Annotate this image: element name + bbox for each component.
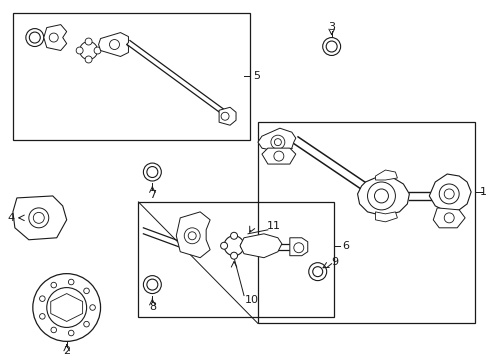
Circle shape bbox=[224, 236, 244, 256]
Circle shape bbox=[146, 167, 158, 177]
Circle shape bbox=[308, 263, 326, 280]
Circle shape bbox=[33, 274, 101, 341]
Circle shape bbox=[33, 212, 44, 223]
Circle shape bbox=[273, 151, 283, 161]
Polygon shape bbox=[432, 208, 464, 228]
Circle shape bbox=[367, 182, 395, 210]
Circle shape bbox=[29, 32, 40, 43]
Text: 5: 5 bbox=[252, 71, 260, 81]
Circle shape bbox=[438, 184, 458, 204]
Polygon shape bbox=[357, 176, 408, 216]
Polygon shape bbox=[258, 128, 295, 152]
Polygon shape bbox=[375, 170, 397, 180]
Polygon shape bbox=[51, 293, 82, 321]
Circle shape bbox=[443, 189, 453, 199]
Circle shape bbox=[26, 28, 44, 46]
Circle shape bbox=[293, 243, 303, 253]
Circle shape bbox=[83, 288, 89, 294]
Bar bbox=[138, 202, 333, 318]
Polygon shape bbox=[240, 234, 281, 258]
Circle shape bbox=[443, 213, 453, 223]
Bar bbox=[13, 13, 249, 140]
Polygon shape bbox=[219, 107, 236, 125]
Circle shape bbox=[76, 47, 83, 54]
Circle shape bbox=[68, 330, 74, 336]
Text: 7: 7 bbox=[148, 190, 156, 200]
Circle shape bbox=[143, 163, 161, 181]
Circle shape bbox=[325, 41, 336, 52]
Text: 8: 8 bbox=[148, 302, 156, 311]
Circle shape bbox=[374, 189, 387, 203]
Polygon shape bbox=[428, 174, 470, 212]
Circle shape bbox=[220, 242, 227, 249]
Text: 9: 9 bbox=[330, 257, 338, 267]
Circle shape bbox=[80, 41, 98, 59]
Circle shape bbox=[109, 40, 119, 50]
Text: 1: 1 bbox=[479, 187, 486, 197]
Circle shape bbox=[40, 314, 45, 319]
Circle shape bbox=[57, 298, 77, 318]
Circle shape bbox=[143, 276, 161, 293]
Bar bbox=[258, 122, 474, 323]
Circle shape bbox=[274, 139, 281, 146]
Polygon shape bbox=[262, 148, 295, 164]
Circle shape bbox=[312, 267, 322, 276]
Circle shape bbox=[94, 47, 101, 54]
Circle shape bbox=[47, 288, 86, 328]
Text: 2: 2 bbox=[63, 346, 70, 356]
Text: 10: 10 bbox=[244, 294, 259, 305]
Circle shape bbox=[40, 296, 45, 301]
Polygon shape bbox=[44, 24, 66, 50]
Circle shape bbox=[85, 38, 92, 45]
Circle shape bbox=[146, 279, 158, 290]
Circle shape bbox=[51, 327, 57, 333]
Circle shape bbox=[51, 282, 57, 288]
Circle shape bbox=[83, 321, 89, 327]
Circle shape bbox=[188, 232, 196, 240]
Text: 6: 6 bbox=[342, 241, 349, 251]
Circle shape bbox=[184, 228, 200, 244]
Circle shape bbox=[85, 56, 92, 63]
Polygon shape bbox=[13, 196, 66, 240]
Circle shape bbox=[90, 305, 95, 310]
Circle shape bbox=[240, 242, 247, 249]
Polygon shape bbox=[99, 32, 128, 57]
Circle shape bbox=[221, 112, 228, 120]
Text: 3: 3 bbox=[327, 22, 334, 32]
Circle shape bbox=[322, 37, 340, 55]
Circle shape bbox=[230, 252, 237, 259]
Polygon shape bbox=[176, 212, 210, 258]
Circle shape bbox=[29, 208, 49, 228]
Text: 11: 11 bbox=[266, 221, 280, 231]
Circle shape bbox=[270, 135, 285, 149]
Polygon shape bbox=[375, 212, 397, 222]
Text: 4: 4 bbox=[7, 213, 15, 223]
Polygon shape bbox=[289, 238, 307, 256]
Circle shape bbox=[49, 33, 58, 42]
Circle shape bbox=[68, 279, 74, 285]
Circle shape bbox=[230, 232, 237, 239]
